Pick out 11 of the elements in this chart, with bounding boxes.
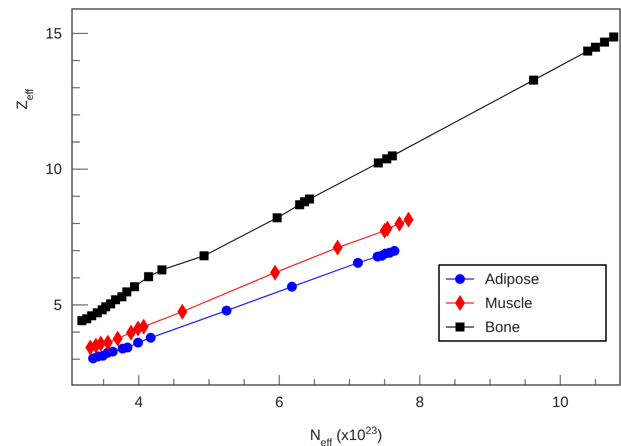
y-tick-label: 5 [54,296,62,314]
legend-label: Bone [485,319,520,336]
legend-label: Adipose [485,271,540,288]
x-tick-label: 8 [416,394,424,411]
legend-label: Muscle [485,295,533,312]
y-tick-label: 15 [45,25,62,42]
x-tick-label: 6 [275,394,284,411]
x-tick-label: 10 [552,394,569,411]
y-tick-label: 10 [45,161,62,178]
x-tick-label: 4 [134,394,143,411]
x-axis-title: N$_{eff}$ (x10$^{23}$) [310,425,382,446]
